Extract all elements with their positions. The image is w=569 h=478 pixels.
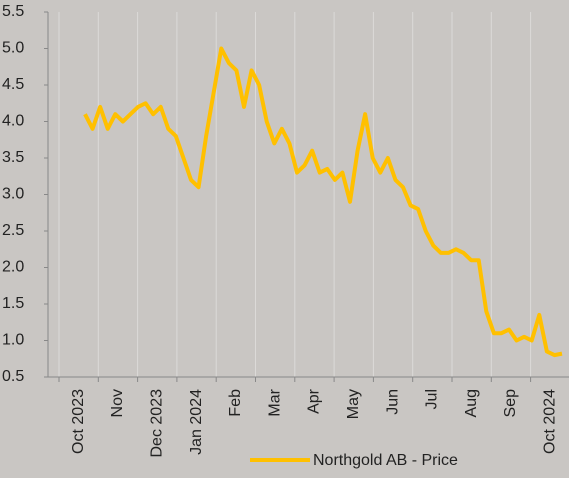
y-tick-label: 4.5 (2, 76, 24, 93)
y-tick-label: 5.5 (2, 3, 24, 20)
x-tick-label: Oct 2023 (70, 389, 87, 454)
x-tick-label: Feb (227, 389, 244, 417)
y-tick-label: 4.0 (2, 113, 24, 130)
y-tick-label: 2.0 (2, 259, 24, 276)
x-tick-label: Sep (502, 389, 519, 418)
x-tick-label: Aug (463, 389, 480, 417)
y-tick-label: 3.5 (2, 149, 24, 166)
x-tick-label: Mar (266, 388, 283, 416)
x-tick-label: May (345, 389, 362, 419)
y-tick-label: 2.5 (2, 222, 24, 239)
x-tick-label: Jul (424, 389, 441, 409)
x-tick-label: Jun (384, 389, 401, 415)
y-tick-label: 1.5 (2, 295, 24, 312)
x-tick-label: Jan 2024 (188, 389, 205, 455)
legend-label: Northgold AB - Price (313, 452, 458, 469)
y-tick-label: 0.5 (2, 368, 24, 385)
x-tick-label: Nov (109, 389, 126, 417)
y-tick-label: 5.0 (2, 40, 24, 57)
price-line (83, 46, 563, 358)
y-tick-label: 1.0 (2, 332, 24, 349)
x-tick-label: Oct 2024 (541, 389, 558, 454)
x-tick-label: Apr (306, 388, 323, 414)
x-tick-label: Dec 2023 (148, 389, 165, 458)
y-tick-label: 3.0 (2, 186, 24, 203)
